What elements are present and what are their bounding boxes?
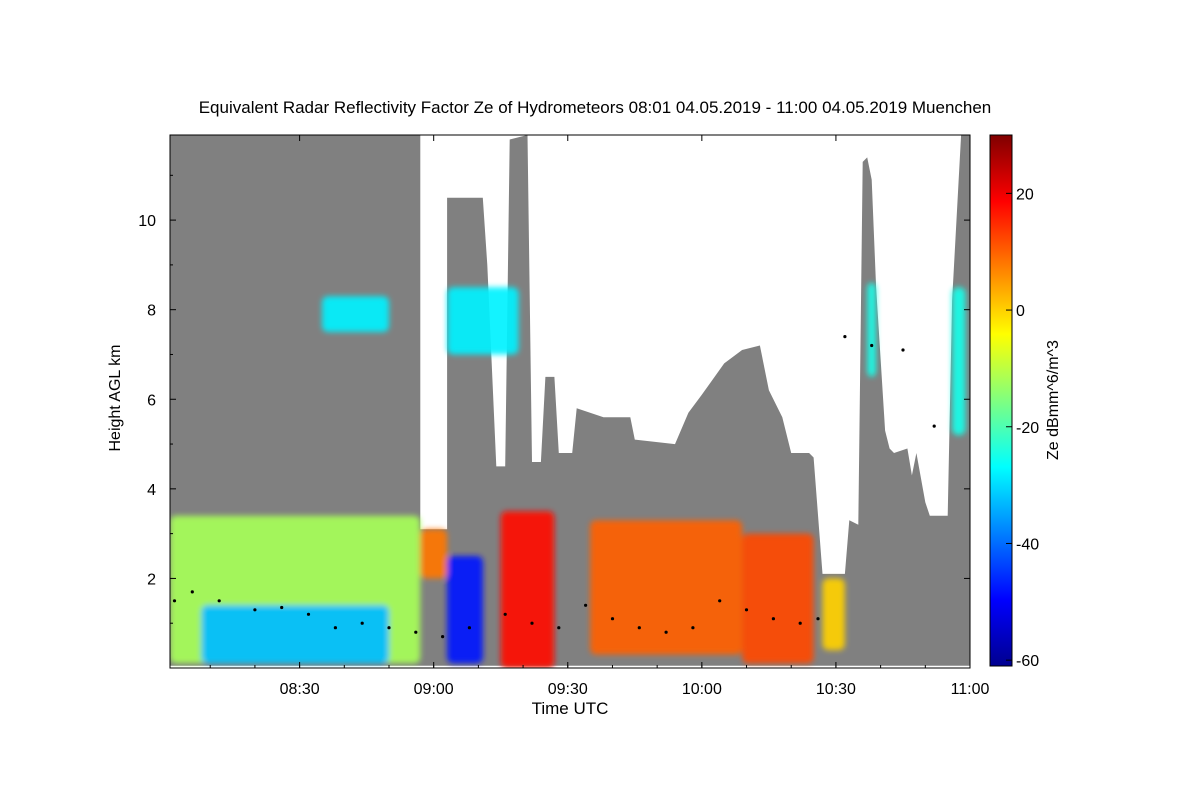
reflectivity-region-11 xyxy=(867,282,877,377)
cloud-base-point-7 xyxy=(333,626,337,630)
cloud-base-point-25 xyxy=(816,617,820,621)
cloud-base-point-21 xyxy=(718,599,722,603)
cloud-base-point-24 xyxy=(798,621,802,625)
colorbar-tick-label-4: 0 xyxy=(1016,303,1025,320)
cloud-base-point-19 xyxy=(664,630,668,634)
cloud-base-point-14 xyxy=(530,621,534,625)
cloud-base-point-6 xyxy=(306,612,311,616)
colorbar xyxy=(989,134,1013,667)
cloud-base-point-29 xyxy=(932,424,936,428)
x-tick-label-6: 11:00 xyxy=(951,681,990,698)
plot-frame xyxy=(169,134,971,669)
cloud-base-point-4 xyxy=(253,608,257,612)
x-tick-label-3: 09:30 xyxy=(548,681,588,698)
reflectivity-region-9 xyxy=(322,296,389,332)
colorbar-tick-label-2: -40 xyxy=(1016,536,1039,553)
cloud-base-point-22 xyxy=(744,608,749,612)
y-tick-label-2: 4 xyxy=(147,482,156,499)
colorbar-tick-label-3: -20 xyxy=(1016,420,1039,437)
cloud-base-point-2 xyxy=(190,590,194,594)
cloud-base-point-20 xyxy=(691,626,695,630)
reflectivity-region-8 xyxy=(822,578,845,651)
reflectivity-region-12 xyxy=(952,287,966,436)
x-tick-label-5: 10:30 xyxy=(816,681,856,698)
cloud-base-point-27 xyxy=(870,343,874,348)
cloud-base-point-26 xyxy=(843,335,847,339)
y-axis-label: Height AGL km xyxy=(107,344,124,451)
reflectivity-region-2 xyxy=(201,605,389,664)
cloud-base-point-16 xyxy=(584,603,588,607)
chart-title: Equivalent Radar Reflectivity Factor Ze … xyxy=(198,98,992,117)
colorbar-label: Ze dBmm^6/m^3 xyxy=(1045,340,1062,460)
y-tick-label-5: 10 xyxy=(138,213,156,230)
cloud-base-point-17 xyxy=(610,617,615,621)
reflectivity-region-7 xyxy=(742,533,814,664)
colorbar-tick-label-5: 20 xyxy=(1016,186,1034,203)
x-tick-label-2: 09:00 xyxy=(414,681,454,698)
cloud-base-point-9 xyxy=(387,626,391,630)
cloud-base-point-28 xyxy=(901,348,905,352)
cloud-base-point-15 xyxy=(557,626,561,630)
x-tick-label-1: 08:30 xyxy=(280,681,320,698)
x-tick-label-4: 10:00 xyxy=(682,681,722,698)
cloud-base-point-11 xyxy=(441,635,445,639)
colorbar-tick-label-1: -60 xyxy=(1016,653,1039,670)
y-tick-label-4: 8 xyxy=(147,303,156,320)
cloud-base-point-10 xyxy=(414,630,418,634)
cloud-base-point-13 xyxy=(503,612,507,616)
reflectivity-region-5 xyxy=(500,511,555,668)
reflectivity-region-10 xyxy=(447,287,519,355)
cloud-base-point-23 xyxy=(771,617,776,621)
reflectivity-region-4 xyxy=(420,529,448,579)
cloud-base-point-3 xyxy=(217,599,221,603)
cloud-base-point-1 xyxy=(172,599,177,603)
x-axis-label: Time UTC xyxy=(532,699,609,718)
y-tick-label-3: 6 xyxy=(147,392,156,409)
y-tick-label-1: 2 xyxy=(147,571,156,588)
reflectivity-region-3 xyxy=(447,556,483,664)
cloud-base-point-5 xyxy=(280,605,284,610)
cloud-base-point-18 xyxy=(637,626,641,630)
cloud-base-point-12 xyxy=(467,626,471,630)
cloud-base-point-8 xyxy=(360,621,364,625)
reflectivity-region-6 xyxy=(590,520,743,655)
